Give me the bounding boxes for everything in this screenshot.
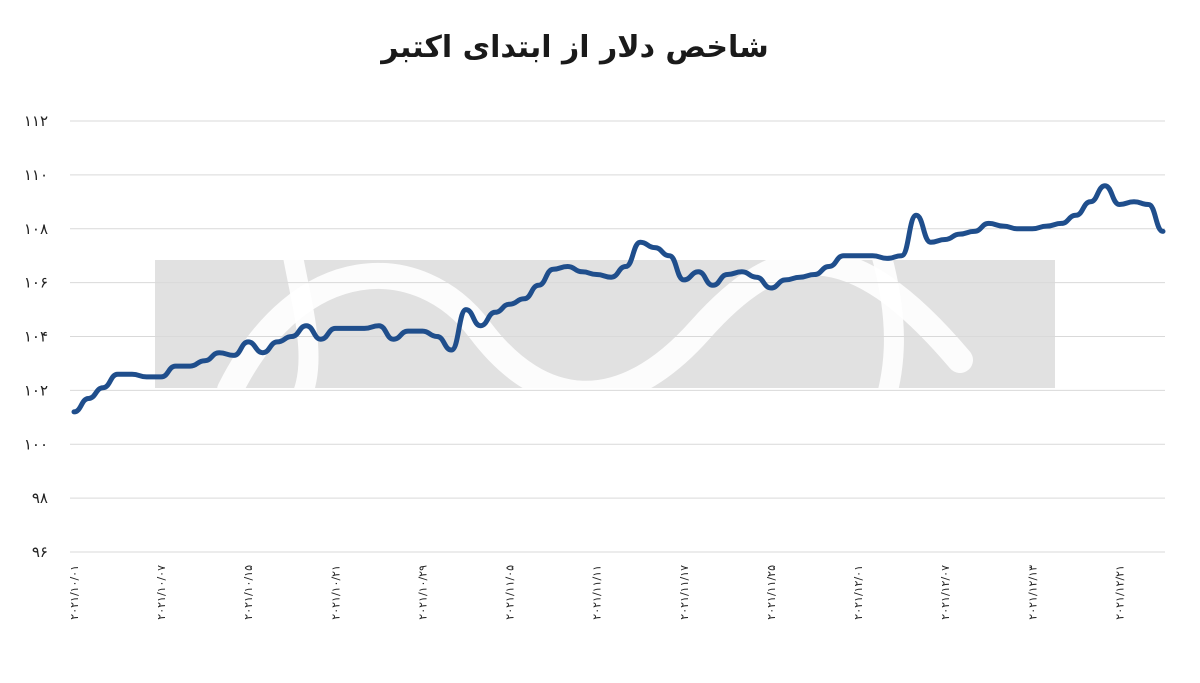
y-tick-label: ۱۰۸ — [24, 220, 48, 238]
x-tick-label: ۲۰۲۱/۱۱/۱۱ — [591, 565, 604, 620]
x-tick-label: ۲۰۲۱/۱۲/۱۳ — [1026, 565, 1039, 620]
x-tick-label: ۲۰۲۱/۱۱/۱۷ — [678, 565, 691, 620]
x-tick-label: ۲۰۲۱/۱۰/۲۹ — [416, 565, 429, 620]
y-tick-label: ۱۰۰ — [24, 435, 48, 453]
grid-lines — [70, 120, 1165, 553]
x-tick-label: ۲۰۲۱/۱۰/۰۷ — [155, 565, 168, 620]
series-line — [71, 183, 1166, 415]
x-tick-label: ۲۰۲۱/۱۰/۰۱ — [68, 565, 81, 620]
y-tick-label: ۱۰۴ — [24, 328, 48, 346]
y-tick-label: ۱۱۰ — [24, 166, 48, 184]
x-tick-label: ۲۰۲۱/۱۱/۰۵ — [504, 565, 517, 620]
y-tick-label: ۱۰۲ — [24, 381, 48, 399]
x-tick-label: ۲۰۲۱/۱۰/۲۱ — [329, 565, 342, 620]
y-tick-label: ۹۸ — [32, 489, 48, 507]
y-axis: ۱۱۲ ۱۱۰ ۱۰۸ ۱۰۶ ۱۰۴ ۱۰۲ ۱۰۰ ۹۸ ۹۶ — [24, 112, 48, 561]
x-axis: ۲۰۲۱/۱۰/۰۱ ۲۰۲۱/۱۰/۰۷ ۲۰۲۱/۱۰/۱۵ ۲۰۲۱/۱۰/۲۱… — [68, 565, 1126, 620]
y-tick-label: ۱۱۲ — [24, 112, 48, 130]
x-tick-label: ۲۰۲۱/۱۲/۰۱ — [852, 565, 865, 620]
y-tick-label: ۹۶ — [32, 543, 48, 561]
watermark-logo — [155, 198, 1055, 450]
chart-title: شاخص دلار از ابتدای اکتبر — [381, 30, 769, 65]
x-tick-label: ۲۰۲۱/۱۰/۱۵ — [242, 565, 255, 620]
x-tick-label: ۲۰۲۱/۱۲/۲۱ — [1113, 565, 1126, 620]
x-tick-label: ۲۰۲۱/۱۲/۰۷ — [939, 565, 952, 620]
x-tick-label: ۲۰۲۱/۱۱/۲۵ — [765, 565, 778, 620]
y-tick-label: ۱۰۶ — [24, 274, 48, 292]
